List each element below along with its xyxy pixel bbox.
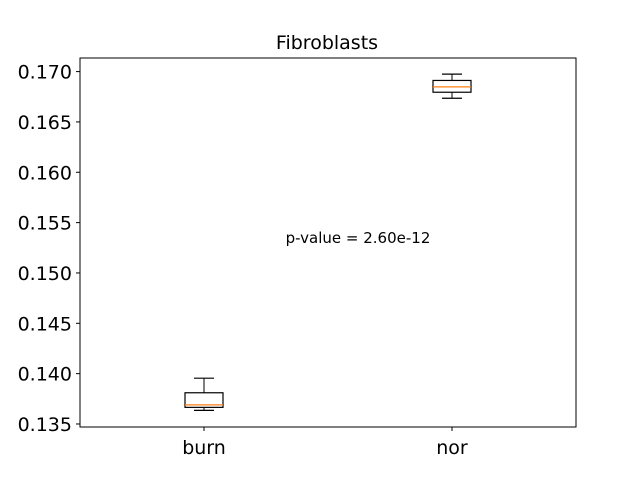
box-group-nor: [432, 73, 472, 99]
x-tick-label: nor: [436, 437, 468, 459]
y-tick-label: 0.140: [18, 364, 72, 386]
plot-area: [184, 73, 472, 411]
y-tick-label: 0.165: [18, 112, 72, 134]
chart-title: Fibroblasts: [276, 32, 378, 54]
plot-frame: [79, 57, 577, 428]
y-tick-label: 0.170: [18, 62, 72, 84]
x-tick-label: burn: [182, 437, 226, 459]
y-tick-label: 0.160: [18, 162, 72, 184]
y-tick-label: 0.155: [18, 213, 72, 235]
p-value-annotation: p-value = 2.60e-12: [286, 229, 431, 247]
y-tick-label: 0.145: [18, 313, 72, 335]
iqr-box: [184, 392, 224, 408]
box-group-burn: [184, 377, 224, 411]
y-tick-label: 0.135: [18, 414, 72, 436]
y-tick-label: 0.150: [18, 263, 72, 285]
